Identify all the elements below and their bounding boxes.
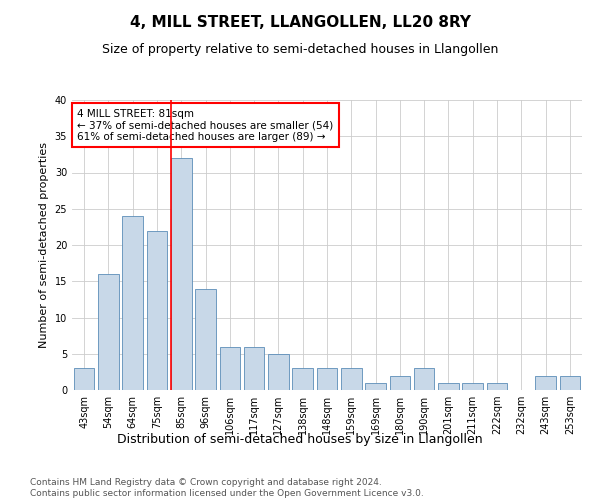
Bar <box>463 383 483 390</box>
Bar <box>487 383 508 390</box>
Y-axis label: Number of semi-detached properties: Number of semi-detached properties <box>39 142 49 348</box>
Bar <box>535 376 556 390</box>
Bar <box>365 383 386 390</box>
Bar <box>171 158 191 390</box>
Bar <box>389 376 410 390</box>
Bar <box>317 368 337 390</box>
Text: 4 MILL STREET: 81sqm
← 37% of semi-detached houses are smaller (54)
61% of semi-: 4 MILL STREET: 81sqm ← 37% of semi-detac… <box>77 108 334 142</box>
Bar <box>146 230 167 390</box>
Bar <box>195 288 216 390</box>
Bar <box>268 354 289 390</box>
Bar <box>98 274 119 390</box>
Bar <box>122 216 143 390</box>
Bar <box>438 383 459 390</box>
Bar <box>220 346 240 390</box>
Bar <box>560 376 580 390</box>
Text: 4, MILL STREET, LLANGOLLEN, LL20 8RY: 4, MILL STREET, LLANGOLLEN, LL20 8RY <box>130 15 470 30</box>
Bar <box>341 368 362 390</box>
Text: Contains HM Land Registry data © Crown copyright and database right 2024.
Contai: Contains HM Land Registry data © Crown c… <box>30 478 424 498</box>
Bar <box>244 346 265 390</box>
Bar <box>414 368 434 390</box>
Text: Distribution of semi-detached houses by size in Llangollen: Distribution of semi-detached houses by … <box>117 432 483 446</box>
Bar <box>292 368 313 390</box>
Bar <box>74 368 94 390</box>
Text: Size of property relative to semi-detached houses in Llangollen: Size of property relative to semi-detach… <box>102 42 498 56</box>
